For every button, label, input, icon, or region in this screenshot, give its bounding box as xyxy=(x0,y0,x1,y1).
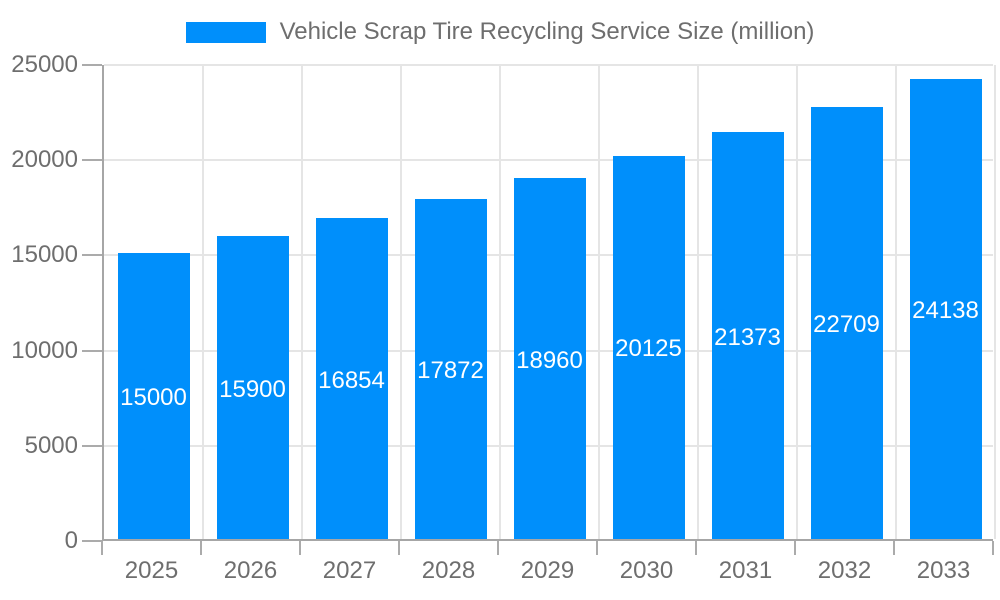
x-gridline xyxy=(598,65,600,539)
bar-2033[interactable] xyxy=(909,79,982,539)
legend: Vehicle Scrap Tire Recycling Service Siz… xyxy=(0,18,1000,46)
bar-2026[interactable] xyxy=(216,236,289,539)
y-axis-tick-label: 25000 xyxy=(11,51,78,78)
x-axis-tick xyxy=(398,541,400,555)
x-axis-tick-label: 2030 xyxy=(619,557,674,584)
y-axis-tick xyxy=(82,349,102,352)
x-gridline xyxy=(796,65,798,539)
legend-item[interactable]: Vehicle Scrap Tire Recycling Service Siz… xyxy=(185,18,815,46)
x-axis-tick-label: 2032 xyxy=(817,557,872,584)
y-gridline xyxy=(104,159,993,162)
x-axis-tick-label: 2026 xyxy=(223,557,278,584)
x-gridline xyxy=(301,65,303,539)
x-axis-tick-label: 2033 xyxy=(916,557,971,584)
y-axis-tick xyxy=(82,540,102,542)
x-axis-tick-label: 2028 xyxy=(421,557,476,584)
x-axis-tick xyxy=(992,541,994,555)
x-axis-tick xyxy=(893,541,895,555)
x-axis-tick xyxy=(200,541,202,555)
x-axis-tick xyxy=(596,541,598,555)
legend-label: Vehicle Scrap Tire Recycling Service Siz… xyxy=(279,18,815,45)
x-axis-tick xyxy=(299,541,301,555)
x-axis-tick xyxy=(101,541,103,555)
x-gridline xyxy=(697,65,699,539)
y-axis-tick-label: 5000 xyxy=(24,431,78,459)
x-gridline xyxy=(895,65,897,539)
y-axis-tick xyxy=(82,444,102,447)
x-gridline xyxy=(202,65,204,539)
x-axis-tick-label: 2027 xyxy=(322,557,377,584)
bar-2028[interactable] xyxy=(414,198,487,539)
y-axis-tick-label: 10000 xyxy=(11,336,78,364)
y-gridline xyxy=(104,64,993,66)
y-axis-tick-label: 0 xyxy=(64,527,78,554)
y-axis-tick-label: 15000 xyxy=(11,241,78,269)
x-axis-tick xyxy=(695,541,697,555)
y-axis-tick xyxy=(82,64,102,66)
x-gridline xyxy=(994,65,996,539)
y-axis-tick-label: 20000 xyxy=(11,146,78,174)
legend-swatch-icon xyxy=(185,21,266,43)
plot-area: 15000 15900 16854 17872 18960 20125 21373 22709… xyxy=(102,64,996,541)
bar-2027[interactable] xyxy=(315,218,388,539)
x-gridline xyxy=(400,65,402,539)
x-axis-tick-label: 2025 xyxy=(124,557,179,584)
x-axis-tick-label: 2029 xyxy=(520,557,575,584)
bar-2032[interactable] xyxy=(810,106,883,539)
x-axis-tick-label: 2031 xyxy=(718,557,773,584)
x-axis-tick xyxy=(497,541,499,555)
bar-2025[interactable] xyxy=(117,253,190,539)
x-gridline xyxy=(499,65,501,539)
bar-2030[interactable] xyxy=(612,155,685,539)
bar-2029[interactable] xyxy=(513,178,586,539)
bar-2031[interactable] xyxy=(711,132,784,539)
y-axis-tick xyxy=(82,159,102,162)
x-axis-tick xyxy=(794,541,796,555)
y-axis-tick xyxy=(82,254,102,257)
